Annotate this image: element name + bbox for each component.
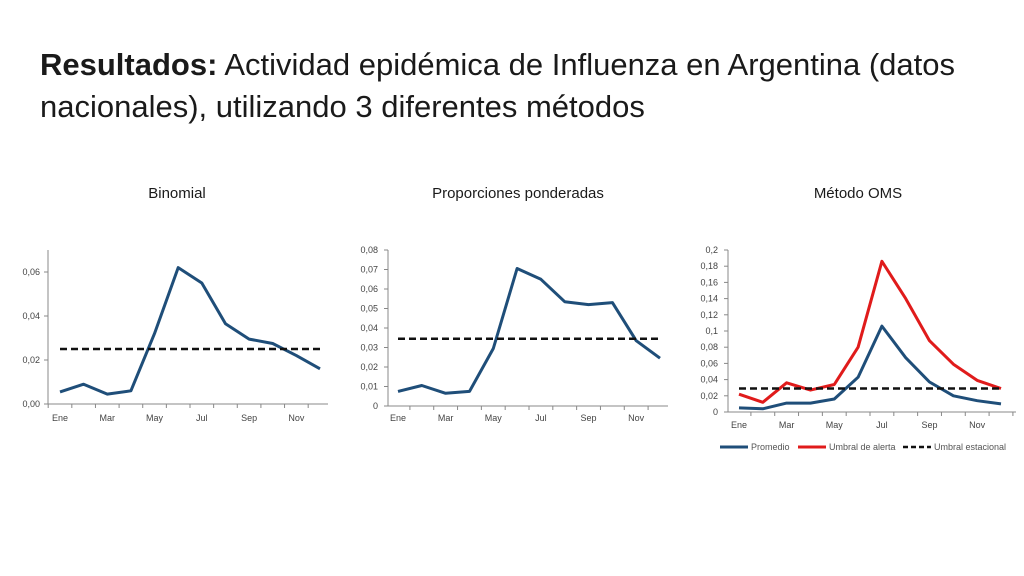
y-tick-label: 0,02 — [360, 362, 378, 372]
series-line-umbral-de-alerta — [738, 259, 1002, 404]
x-tick-label: May — [485, 413, 503, 423]
y-tick-label: 0,14 — [700, 294, 718, 304]
x-tick-label: Nov — [628, 413, 645, 423]
x-tick-label: Sep — [241, 413, 257, 423]
slide-title: Resultados: Actividad epidémica de Influ… — [40, 44, 1000, 128]
x-tick-label: Ene — [52, 413, 68, 423]
x-tick-label: Mar — [779, 420, 795, 430]
x-tick-label: Sep — [581, 413, 597, 423]
y-tick-label: 0,08 — [700, 342, 718, 352]
y-tick-label: 0 — [373, 401, 378, 411]
y-tick-label: 0,1 — [705, 326, 718, 336]
legend-label: Umbral de alerta — [829, 442, 896, 452]
slide-title-bold: Resultados: — [40, 47, 218, 82]
y-tick-label: 0,02 — [22, 355, 40, 365]
y-tick-label: 0,06 — [22, 267, 40, 277]
x-tick-label: Jul — [876, 420, 888, 430]
y-tick-label: 0,12 — [700, 310, 718, 320]
y-tick-label: 0,01 — [360, 382, 378, 392]
series-line-promedio — [738, 324, 1002, 411]
y-tick-label: 0,03 — [360, 343, 378, 353]
x-tick-label: May — [826, 420, 844, 430]
x-tick-label: Nov — [288, 413, 305, 423]
series-line — [397, 267, 661, 395]
y-tick-label: 0,16 — [700, 277, 718, 287]
series-line — [59, 266, 321, 396]
slide-title-rest: Actividad epidémica de Influenza en Arge… — [40, 47, 956, 124]
y-tick-label: 0,06 — [700, 358, 718, 368]
y-tick-label: 0,02 — [700, 391, 718, 401]
x-tick-label: Nov — [969, 420, 986, 430]
x-tick-label: Ene — [390, 413, 406, 423]
chart-title-oms: Método OMS — [813, 185, 903, 202]
x-tick-label: May — [146, 413, 164, 423]
y-tick-label: 0,05 — [360, 304, 378, 314]
chart-title-binomial: Binomial — [148, 185, 206, 202]
x-tick-label: Ene — [731, 420, 747, 430]
y-tick-label: 0,04 — [22, 311, 40, 321]
legend-label: Promedio — [751, 442, 790, 452]
legend-label: Umbral estacional — [934, 442, 1006, 452]
y-tick-label: 0,00 — [22, 399, 40, 409]
chart-title-proporciones: Proporciones ponderadas — [432, 185, 604, 202]
y-tick-label: 0,07 — [360, 265, 378, 275]
y-tick-label: 0,04 — [700, 375, 718, 385]
y-tick-label: 0 — [713, 407, 718, 417]
y-tick-label: 0,2 — [705, 245, 718, 255]
y-tick-label: 0,08 — [360, 245, 378, 255]
x-tick-label: Sep — [922, 420, 938, 430]
x-tick-label: Mar — [438, 413, 454, 423]
x-tick-label: Jul — [535, 413, 547, 423]
x-tick-label: Jul — [196, 413, 208, 423]
y-tick-label: 0,06 — [360, 284, 378, 294]
x-tick-label: Mar — [100, 413, 116, 423]
y-tick-label: 0,18 — [700, 261, 718, 271]
y-tick-label: 0,04 — [360, 323, 378, 333]
